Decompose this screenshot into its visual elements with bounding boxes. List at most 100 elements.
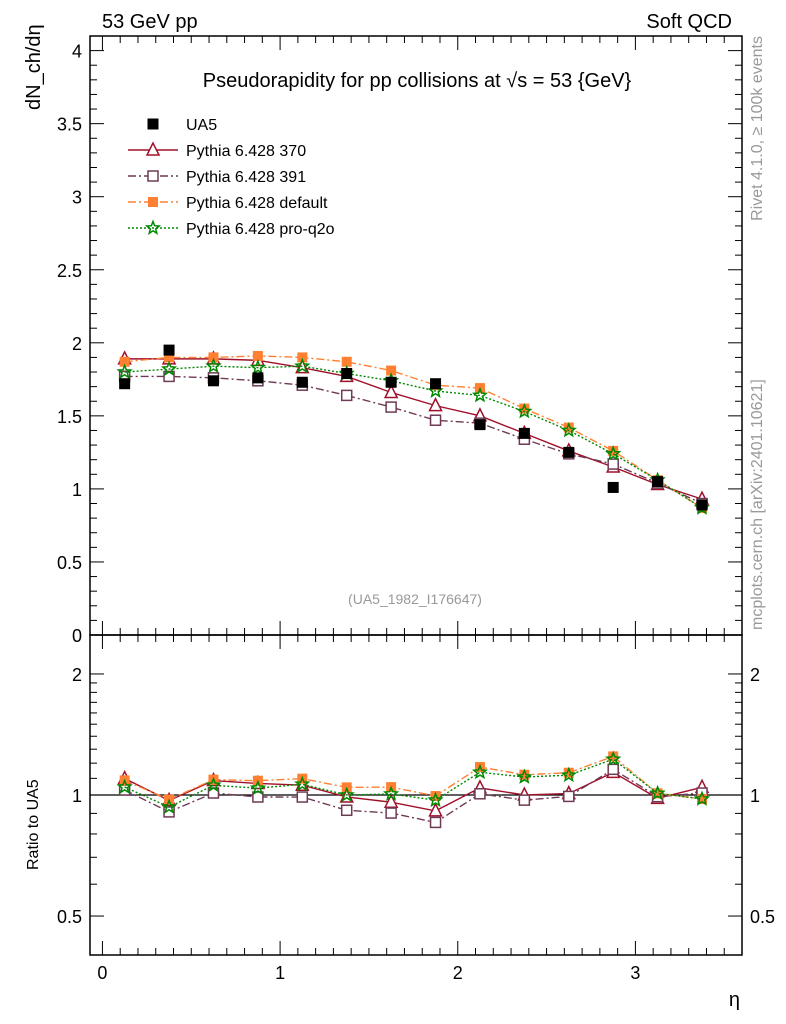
data-point (474, 419, 486, 431)
legend-marker-data (147, 118, 159, 130)
series-3-ratio-point (294, 775, 311, 792)
legend-marker-0 (145, 141, 161, 156)
series-3-ratio-point (160, 798, 178, 815)
series-3-point (160, 360, 178, 377)
series-3-point (205, 357, 222, 374)
series-3-ratio-point (471, 763, 489, 780)
ratio-tick-label: 0.5 (57, 907, 82, 927)
y-tick-label: 0 (72, 626, 82, 646)
legend-label-2: Pythia 6.428 default (186, 195, 328, 212)
watermark: (UA5_1982_I176647) (348, 591, 482, 607)
data-point (296, 376, 308, 388)
ratio-tick-label-right: 1 (750, 786, 760, 806)
x-tick-label: 0 (97, 963, 107, 983)
header-right: Soft QCD (646, 11, 732, 33)
y-tick-label: 3 (72, 188, 82, 208)
series-3-ratio-point (427, 791, 444, 808)
data-point (163, 344, 175, 356)
series-2-ratio-line (124, 755, 703, 801)
legend-label-3: Pythia 6.428 pro-q2o (186, 221, 335, 238)
series-3-point (249, 359, 267, 375)
y-axis-label: dN_ch/dη (23, 24, 45, 110)
series-3-point (116, 363, 133, 380)
series-1-ratio-point (340, 804, 353, 817)
series-1-ratio-point (429, 816, 442, 829)
series-0-ratio-line (124, 771, 703, 812)
series-3-ratio-point (693, 790, 711, 806)
series-1-point (340, 389, 353, 402)
data-point (518, 427, 530, 439)
series-1-point (607, 458, 619, 470)
series-3-ratio-point (605, 750, 622, 767)
mcplots-label: mcplots.cern.ch [arXiv:2401.10621] (749, 379, 766, 630)
series-1-ratio-point (296, 791, 309, 803)
y-tick-label: 1.5 (57, 407, 82, 427)
series-3-point (605, 445, 622, 461)
data-point (563, 446, 575, 458)
series-2-point (563, 422, 574, 433)
series-3-ratio-line (124, 758, 703, 808)
series-3-point (471, 386, 489, 403)
series-1-line (124, 375, 703, 505)
data-point (607, 481, 619, 493)
y-tick-label: 0.5 (57, 553, 82, 573)
ratio-tick-label: 2 (72, 665, 82, 685)
data-point (207, 375, 219, 387)
series-2-ratio-point (563, 767, 574, 778)
series-2-point (386, 365, 397, 376)
series-2-ratio-point (519, 769, 530, 780)
series-0-point (383, 383, 399, 399)
ratio-tick-label-right: 2 (750, 665, 760, 685)
data-point (696, 499, 708, 511)
series-3-ratio-point (560, 766, 577, 783)
ratio-tick-label-right: 0.5 (750, 907, 775, 927)
series-2-point (297, 352, 308, 363)
series-0-line (124, 358, 703, 500)
series-2-ratio-point (652, 788, 663, 799)
series-1-ratio-point (385, 807, 397, 819)
legend-label-1: Pythia 6.428 391 (186, 169, 306, 186)
series-3-ratio-point (516, 768, 533, 784)
series-1-ratio-point (474, 788, 486, 800)
x-tick-label: 2 (453, 963, 463, 983)
ratio-tick-label: 1 (72, 786, 82, 806)
series-1-point (385, 401, 397, 413)
series-3-point (560, 421, 578, 438)
series-3-ratio-point (116, 778, 133, 794)
series-1-point (429, 414, 442, 426)
chart-title: Pseudorapidity for pp collisions at √s =… (203, 70, 632, 92)
series-3-point (516, 402, 533, 419)
series-2-ratio-point (430, 791, 441, 802)
series-1-ratio-point (607, 763, 619, 776)
series-2-point (519, 403, 530, 414)
y-tick-label: 4 (72, 42, 82, 62)
x-axis-label: η (729, 989, 740, 1011)
data-point (430, 378, 442, 390)
series-2-point (208, 352, 219, 363)
legend-marker-1 (147, 170, 159, 182)
legend-marker-2 (148, 197, 158, 207)
data-point (252, 372, 264, 384)
series-3-ratio-point (338, 786, 355, 803)
series-3-ratio-point (382, 785, 400, 802)
series-2-point (341, 356, 352, 367)
series-2-point (119, 356, 130, 367)
series-2-line (124, 355, 703, 509)
y-tick-label: 2.5 (57, 261, 82, 281)
series-1-ratio-line (124, 768, 703, 824)
x-tick-label: 1 (275, 963, 285, 983)
series-3-ratio-point (649, 784, 666, 801)
series-3-ratio-point (249, 779, 267, 796)
legend-label-0: Pythia 6.428 370 (186, 143, 306, 160)
series-3-point (294, 357, 311, 374)
x-tick-label: 3 (630, 963, 640, 983)
series-2-point (252, 350, 263, 361)
series-1-ratio-point (518, 794, 531, 806)
series-3-ratio-point (205, 776, 222, 793)
y-tick-label: 1 (72, 480, 82, 500)
y-tick-label: 2 (72, 334, 82, 354)
data-point (652, 476, 664, 488)
series-1-ratio-point (252, 791, 264, 803)
series-2-point (608, 445, 619, 456)
